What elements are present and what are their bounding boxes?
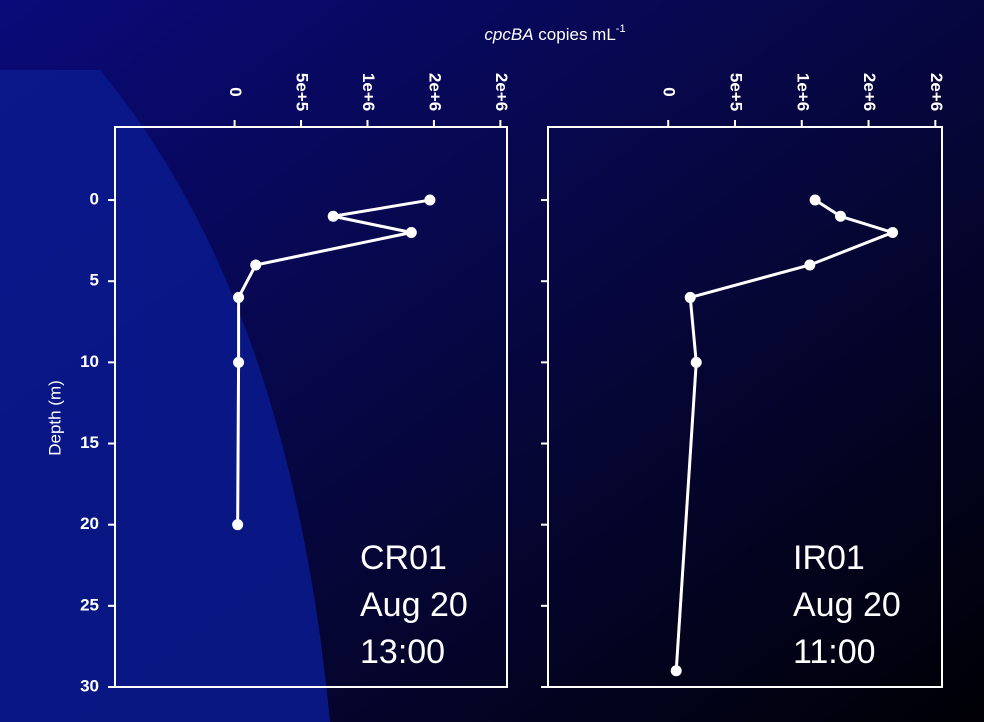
x-tick-label: 2e+6 bbox=[492, 73, 511, 111]
x-axis-title: cpcBA copies mL-1 bbox=[484, 23, 625, 45]
data-point bbox=[690, 356, 702, 368]
x-axis-title-italic: cpcBA bbox=[484, 25, 533, 44]
plot-frame bbox=[547, 126, 943, 688]
y-tick-label: 20 bbox=[80, 514, 99, 533]
annotation: Aug 20 bbox=[793, 586, 901, 624]
data-point bbox=[233, 356, 245, 368]
data-point bbox=[684, 291, 696, 303]
x-tick-label: 2e+6 bbox=[927, 73, 946, 111]
y-tick-label: 5 bbox=[90, 271, 99, 290]
data-point bbox=[250, 259, 262, 271]
x-tick-label: 2e+6 bbox=[860, 73, 879, 111]
x-tick-label: 0 bbox=[226, 87, 245, 96]
data-point bbox=[804, 259, 816, 271]
x-tick-label: 1e+6 bbox=[359, 73, 378, 111]
data-point bbox=[233, 291, 245, 303]
data-point bbox=[834, 210, 846, 222]
data-point bbox=[670, 665, 682, 677]
annotation: 13:00 bbox=[360, 633, 445, 671]
data-point bbox=[887, 227, 899, 239]
annotation: IR01 bbox=[793, 539, 865, 577]
x-tick-label: 0 bbox=[660, 87, 679, 96]
y-tick-label: 15 bbox=[80, 433, 99, 452]
data-point bbox=[405, 227, 417, 239]
y-axis-title: Depth (m) bbox=[45, 380, 64, 456]
x-axis-title-sup: -1 bbox=[616, 23, 626, 35]
x-tick-label: 5e+5 bbox=[293, 73, 312, 111]
y-tick-label: 25 bbox=[80, 595, 99, 614]
data-point bbox=[232, 519, 244, 531]
plot-frame bbox=[114, 126, 508, 688]
x-tick-label: 5e+5 bbox=[726, 73, 745, 111]
y-tick-label: 10 bbox=[80, 352, 99, 371]
annotation: Aug 20 bbox=[360, 586, 468, 624]
x-tick-label: 2e+6 bbox=[425, 73, 444, 111]
x-axis-title-text: copies mL bbox=[538, 25, 615, 44]
data-point bbox=[424, 194, 436, 206]
x-tick-label: 1e+6 bbox=[793, 73, 812, 111]
data-point bbox=[809, 194, 821, 206]
annotation: CR01 bbox=[360, 539, 447, 577]
data-point bbox=[327, 210, 339, 222]
y-tick-label: 0 bbox=[90, 190, 99, 209]
annotation: 11:00 bbox=[793, 633, 876, 671]
y-tick-label: 30 bbox=[80, 676, 99, 695]
background-glow bbox=[0, 70, 330, 722]
